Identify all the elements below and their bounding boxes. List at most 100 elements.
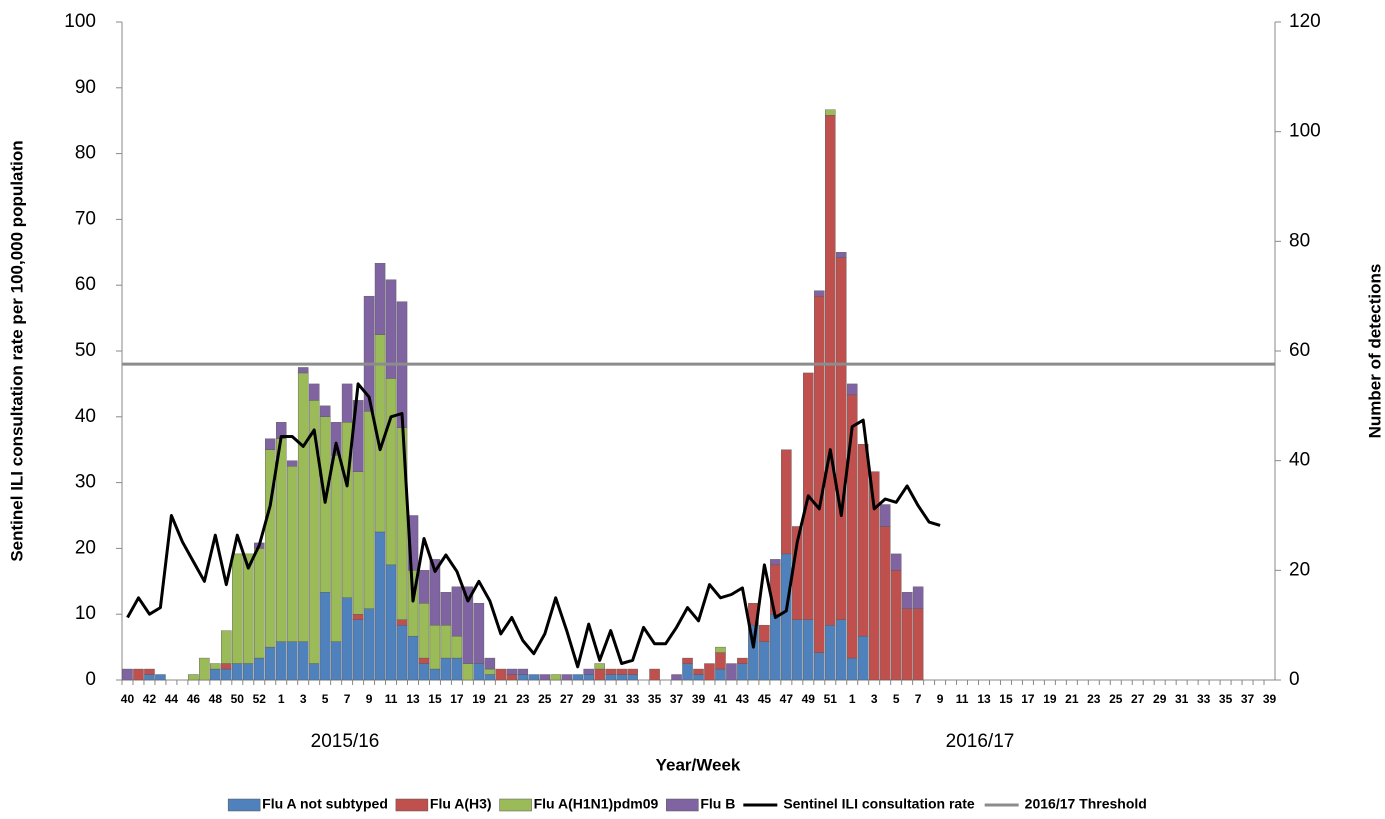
bar-segment: [781, 553, 792, 681]
bar-segment: [693, 668, 704, 675]
x-tick-label: 35: [648, 692, 662, 706]
bar-segment: [594, 663, 605, 670]
y-tick-label: 100: [64, 11, 96, 32]
x-tick-label: 23: [516, 692, 530, 706]
y2-tick-label: 0: [1289, 669, 1300, 690]
bar-segment: [616, 668, 627, 675]
bar-segment: [155, 674, 166, 681]
x-tick-label: 33: [626, 692, 640, 706]
bar-segment: [627, 674, 638, 681]
bar-segment: [210, 663, 221, 670]
bar-segment: [693, 674, 704, 681]
y-tick-label: 90: [75, 77, 96, 98]
x-tick-label: 27: [560, 692, 574, 706]
x-tick-label: 25: [538, 692, 552, 706]
bar-segment: [221, 630, 232, 664]
bar-segment: [319, 592, 331, 681]
x-tick-label: 47: [780, 692, 794, 706]
bar-segment: [221, 663, 232, 670]
y2-tick-label: 20: [1289, 559, 1310, 580]
bar-segment: [649, 668, 660, 681]
x-tick-label: 41: [714, 692, 728, 706]
x-tick-label: 29: [1153, 692, 1167, 706]
x-tick-label: 45: [758, 692, 772, 706]
bar-segment: [901, 608, 913, 681]
bar-segment: [418, 570, 430, 604]
bar-segment: [286, 465, 298, 642]
bar-segment: [254, 548, 265, 659]
x-tick-label: 3: [300, 692, 307, 706]
bar-segment: [814, 295, 825, 653]
x-tick-label: 13: [977, 692, 991, 706]
bar-segment: [506, 674, 518, 681]
y-tick-label: 20: [75, 537, 96, 558]
x-tick-label: 15: [428, 692, 442, 706]
x-tick-label: 29: [582, 692, 596, 706]
bar-segment: [605, 668, 616, 675]
bar-segment: [451, 635, 463, 659]
x-tick-label: 33: [1197, 692, 1211, 706]
bar-segment: [330, 454, 342, 642]
bar-segment: [418, 657, 430, 664]
bar-segment: [484, 674, 496, 681]
bar-segment: [429, 624, 441, 670]
x-tick-label: 49: [802, 692, 816, 706]
bar-segment: [440, 624, 452, 659]
y2-tick-label: 100: [1289, 121, 1321, 142]
x-tick-label: 48: [209, 692, 223, 706]
y2-tick-label: 120: [1289, 11, 1321, 32]
bar-segment: [188, 674, 199, 681]
bar-segment: [451, 586, 463, 637]
legend-label: Flu A(H1N1)pdm09: [534, 796, 659, 812]
bar-segment: [396, 624, 408, 681]
bar-segment: [484, 668, 496, 675]
bar-segment: [583, 668, 594, 675]
bar-segment: [341, 383, 353, 423]
bar-segment: [407, 635, 419, 681]
x-tick-label: 1: [849, 692, 856, 706]
legend-label: Flu B: [700, 796, 735, 812]
x-tick-label: 25: [1109, 692, 1123, 706]
bar-segment: [846, 657, 858, 681]
bar-segment: [462, 586, 474, 664]
bar-segment: [759, 624, 770, 642]
bar-segment: [814, 652, 825, 681]
y-tick-label: 60: [75, 274, 96, 295]
bar-segment: [330, 422, 342, 456]
bar-segment: [330, 641, 342, 681]
bar-segment: [737, 657, 748, 664]
x-tick-label: 37: [670, 692, 684, 706]
bar-segment: [879, 504, 891, 527]
bar-segment: [297, 372, 309, 642]
y2-axis-title: Number of detections: [1365, 264, 1384, 439]
x-tick-label: 7: [915, 692, 922, 706]
y-tick-label: 70: [75, 208, 96, 229]
x-tick-label: 37: [1241, 692, 1255, 706]
bar-segment: [243, 663, 254, 681]
x-tick-label: 9: [366, 692, 373, 706]
bar-segment: [583, 674, 594, 681]
x-tick-label: 27: [1131, 692, 1145, 706]
bar-segment: [836, 619, 847, 681]
bar-segment: [605, 674, 616, 681]
x-tick-label: 23: [1087, 692, 1101, 706]
x-tick-label: 35: [1219, 692, 1233, 706]
season-label: 2016/17: [946, 731, 1015, 752]
bar-segment: [133, 668, 144, 681]
bar-segment: [517, 674, 529, 681]
x-tick-label: 5: [893, 692, 900, 706]
bar-segment: [781, 449, 792, 555]
x-tick-label: 5: [322, 692, 329, 706]
bar-segment: [912, 608, 924, 681]
bar-segment: [770, 614, 781, 681]
legend-swatch: [227, 798, 261, 812]
bar-segment: [682, 657, 693, 664]
x-axis-title: Year/Week: [656, 755, 741, 774]
bar-segment: [561, 674, 572, 681]
x-tick-label: 42: [143, 692, 157, 706]
bar-segment: [374, 531, 386, 681]
bar-segment: [792, 619, 803, 681]
bar-segment: [144, 668, 155, 675]
bar-segment: [770, 559, 781, 566]
